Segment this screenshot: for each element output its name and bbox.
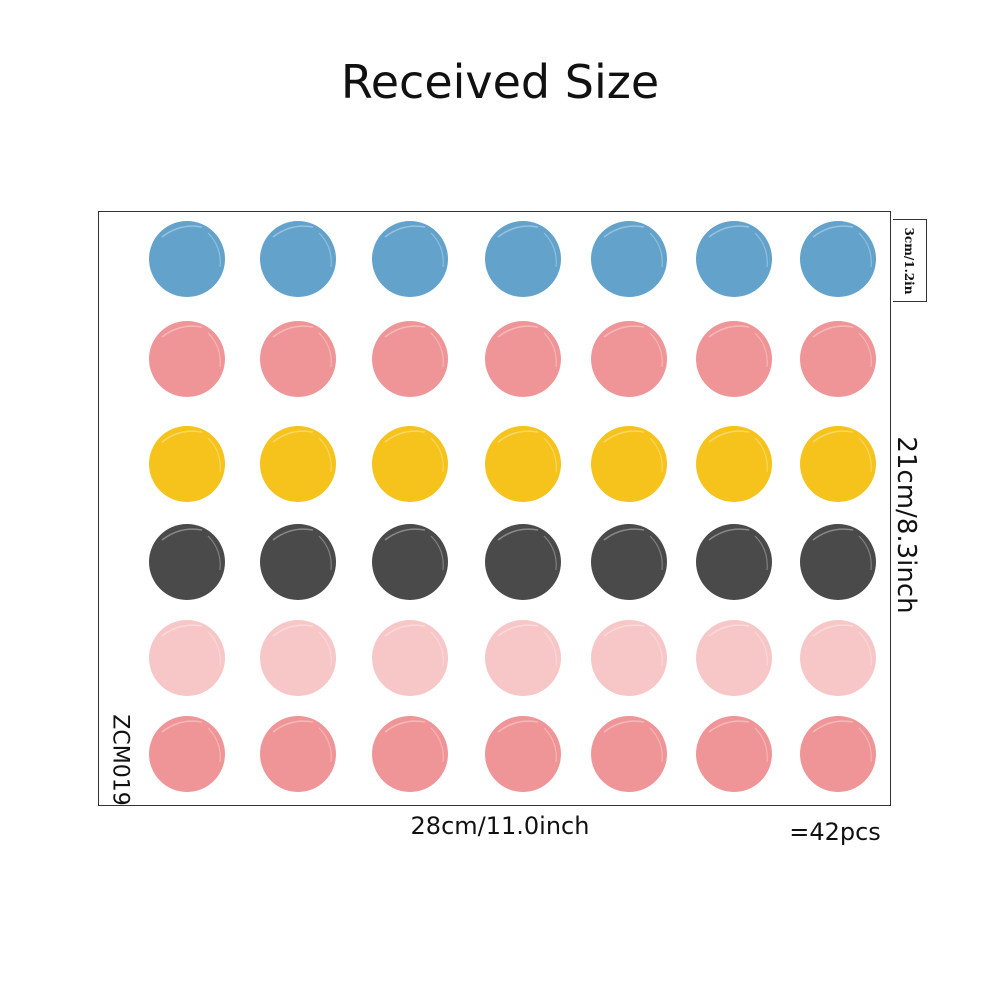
dot-size-bottom-tick <box>893 301 927 302</box>
dot-blue <box>695 219 773 297</box>
dot-coral <box>371 714 449 792</box>
dot-charcoal <box>484 522 562 600</box>
dot-blue <box>590 219 668 297</box>
dot-coral <box>148 319 226 397</box>
dot-yellow <box>590 424 668 502</box>
dot-coral <box>484 319 562 397</box>
width-dimension-label: 28cm/11.0inch <box>410 812 590 840</box>
dot-blue <box>484 219 562 297</box>
dot-light-pink <box>259 618 337 696</box>
dot-yellow <box>259 424 337 502</box>
dot-blue <box>799 219 877 297</box>
dot-charcoal <box>148 522 226 600</box>
dot-charcoal <box>259 522 337 600</box>
dot-light-pink <box>590 618 668 696</box>
sticker-sheet <box>98 211 891 806</box>
dot-coral <box>799 714 877 792</box>
product-code-text: ZCM019 <box>107 714 133 806</box>
dot-size-top-tick <box>893 219 927 220</box>
height-dimension-label: 21cm/8.3inch <box>876 420 936 630</box>
dot-coral <box>148 714 226 792</box>
dot-coral <box>371 319 449 397</box>
dot-blue <box>259 219 337 297</box>
dot-light-pink <box>695 618 773 696</box>
dot-charcoal <box>695 522 773 600</box>
dot-yellow <box>799 424 877 502</box>
page-title: Received Size <box>340 55 660 109</box>
dot-blue <box>371 219 449 297</box>
dot-yellow <box>148 424 226 502</box>
dot-light-pink <box>799 618 877 696</box>
dot-coral <box>590 714 668 792</box>
dot-charcoal <box>371 522 449 600</box>
dot-size-text: 3cm/1.2in <box>902 227 916 295</box>
dot-charcoal <box>590 522 668 600</box>
dot-charcoal <box>799 522 877 600</box>
dot-coral <box>259 714 337 792</box>
dot-coral <box>590 319 668 397</box>
dot-coral <box>695 319 773 397</box>
dot-light-pink <box>484 618 562 696</box>
dot-light-pink <box>371 618 449 696</box>
quantity-label: =42pcs <box>789 818 881 846</box>
dot-yellow <box>484 424 562 502</box>
product-code-label: ZCM019 <box>100 714 140 805</box>
dot-coral <box>695 714 773 792</box>
dot-coral <box>799 319 877 397</box>
dot-size-line <box>926 219 927 302</box>
dot-size-label: 3cm/1.2in <box>896 220 922 302</box>
dot-yellow <box>371 424 449 502</box>
dot-coral <box>484 714 562 792</box>
height-dimension-text: 21cm/8.3inch <box>891 436 921 614</box>
dot-blue <box>148 219 226 297</box>
dot-coral <box>259 319 337 397</box>
dot-light-pink <box>148 618 226 696</box>
dot-yellow <box>695 424 773 502</box>
